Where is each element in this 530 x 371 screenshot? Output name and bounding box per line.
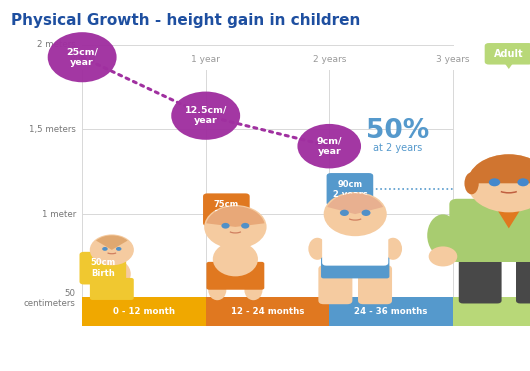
FancyBboxPatch shape bbox=[321, 257, 390, 278]
FancyBboxPatch shape bbox=[322, 227, 388, 266]
Ellipse shape bbox=[213, 242, 258, 276]
Text: 50%: 50% bbox=[366, 118, 429, 144]
Circle shape bbox=[489, 178, 500, 186]
FancyBboxPatch shape bbox=[459, 249, 501, 303]
Circle shape bbox=[361, 210, 370, 216]
Circle shape bbox=[429, 246, 457, 266]
Circle shape bbox=[204, 205, 267, 249]
FancyBboxPatch shape bbox=[203, 193, 250, 226]
Polygon shape bbox=[494, 206, 523, 229]
FancyBboxPatch shape bbox=[206, 297, 329, 326]
Text: Adult: Adult bbox=[494, 49, 524, 59]
Text: 0 - 12 month: 0 - 12 month bbox=[113, 307, 175, 316]
Circle shape bbox=[324, 192, 387, 236]
FancyBboxPatch shape bbox=[453, 297, 530, 326]
FancyBboxPatch shape bbox=[207, 262, 264, 290]
Ellipse shape bbox=[297, 124, 361, 168]
FancyBboxPatch shape bbox=[326, 173, 373, 206]
FancyBboxPatch shape bbox=[484, 43, 530, 65]
FancyBboxPatch shape bbox=[80, 252, 126, 285]
Text: at 2 years: at 2 years bbox=[373, 143, 422, 153]
FancyBboxPatch shape bbox=[329, 297, 453, 326]
FancyBboxPatch shape bbox=[90, 278, 134, 300]
Circle shape bbox=[116, 247, 121, 251]
Ellipse shape bbox=[427, 214, 458, 256]
Circle shape bbox=[340, 210, 349, 216]
Circle shape bbox=[517, 178, 529, 186]
Text: 50
centimeters: 50 centimeters bbox=[24, 289, 76, 308]
Wedge shape bbox=[467, 154, 530, 183]
Text: 2 years: 2 years bbox=[313, 55, 346, 64]
FancyBboxPatch shape bbox=[516, 249, 530, 303]
Ellipse shape bbox=[48, 32, 117, 82]
Text: 3 years: 3 years bbox=[436, 55, 470, 64]
Text: 12 - 24 months: 12 - 24 months bbox=[231, 307, 304, 316]
Wedge shape bbox=[327, 193, 383, 214]
Text: 12.5cm/
year: 12.5cm/ year bbox=[184, 106, 227, 125]
Wedge shape bbox=[96, 235, 128, 250]
Text: 50cm
Birth: 50cm Birth bbox=[90, 259, 116, 278]
Polygon shape bbox=[504, 62, 514, 69]
Ellipse shape bbox=[384, 238, 402, 260]
Ellipse shape bbox=[93, 258, 131, 290]
Circle shape bbox=[222, 223, 229, 229]
Text: 25cm/
year: 25cm/ year bbox=[66, 47, 98, 67]
FancyBboxPatch shape bbox=[497, 197, 520, 207]
Text: 1 meter: 1 meter bbox=[41, 210, 76, 219]
Ellipse shape bbox=[464, 172, 479, 194]
FancyBboxPatch shape bbox=[319, 265, 352, 304]
Text: 75cm
1year: 75cm 1year bbox=[213, 200, 240, 219]
Ellipse shape bbox=[308, 238, 326, 260]
Circle shape bbox=[467, 154, 530, 212]
Ellipse shape bbox=[244, 280, 262, 300]
Text: 1 year: 1 year bbox=[191, 55, 220, 64]
Circle shape bbox=[90, 234, 134, 265]
Text: BIRTH: BIRTH bbox=[69, 55, 95, 64]
Text: 90cm
2 years: 90cm 2 years bbox=[332, 180, 367, 199]
FancyBboxPatch shape bbox=[82, 297, 206, 326]
Ellipse shape bbox=[208, 280, 226, 300]
Text: Physical Growth - height gain in children: Physical Growth - height gain in childre… bbox=[11, 13, 360, 28]
Text: 2 meters: 2 meters bbox=[37, 40, 76, 49]
Wedge shape bbox=[206, 206, 264, 227]
FancyBboxPatch shape bbox=[449, 199, 530, 262]
Text: 24 - 36 months: 24 - 36 months bbox=[355, 307, 428, 316]
Text: 9cm/
year: 9cm/ year bbox=[316, 137, 342, 156]
Circle shape bbox=[241, 223, 249, 229]
Text: 1,5 meters: 1,5 meters bbox=[29, 125, 76, 134]
Ellipse shape bbox=[171, 92, 240, 140]
Circle shape bbox=[102, 247, 108, 251]
FancyBboxPatch shape bbox=[82, 45, 453, 299]
FancyBboxPatch shape bbox=[358, 265, 392, 304]
